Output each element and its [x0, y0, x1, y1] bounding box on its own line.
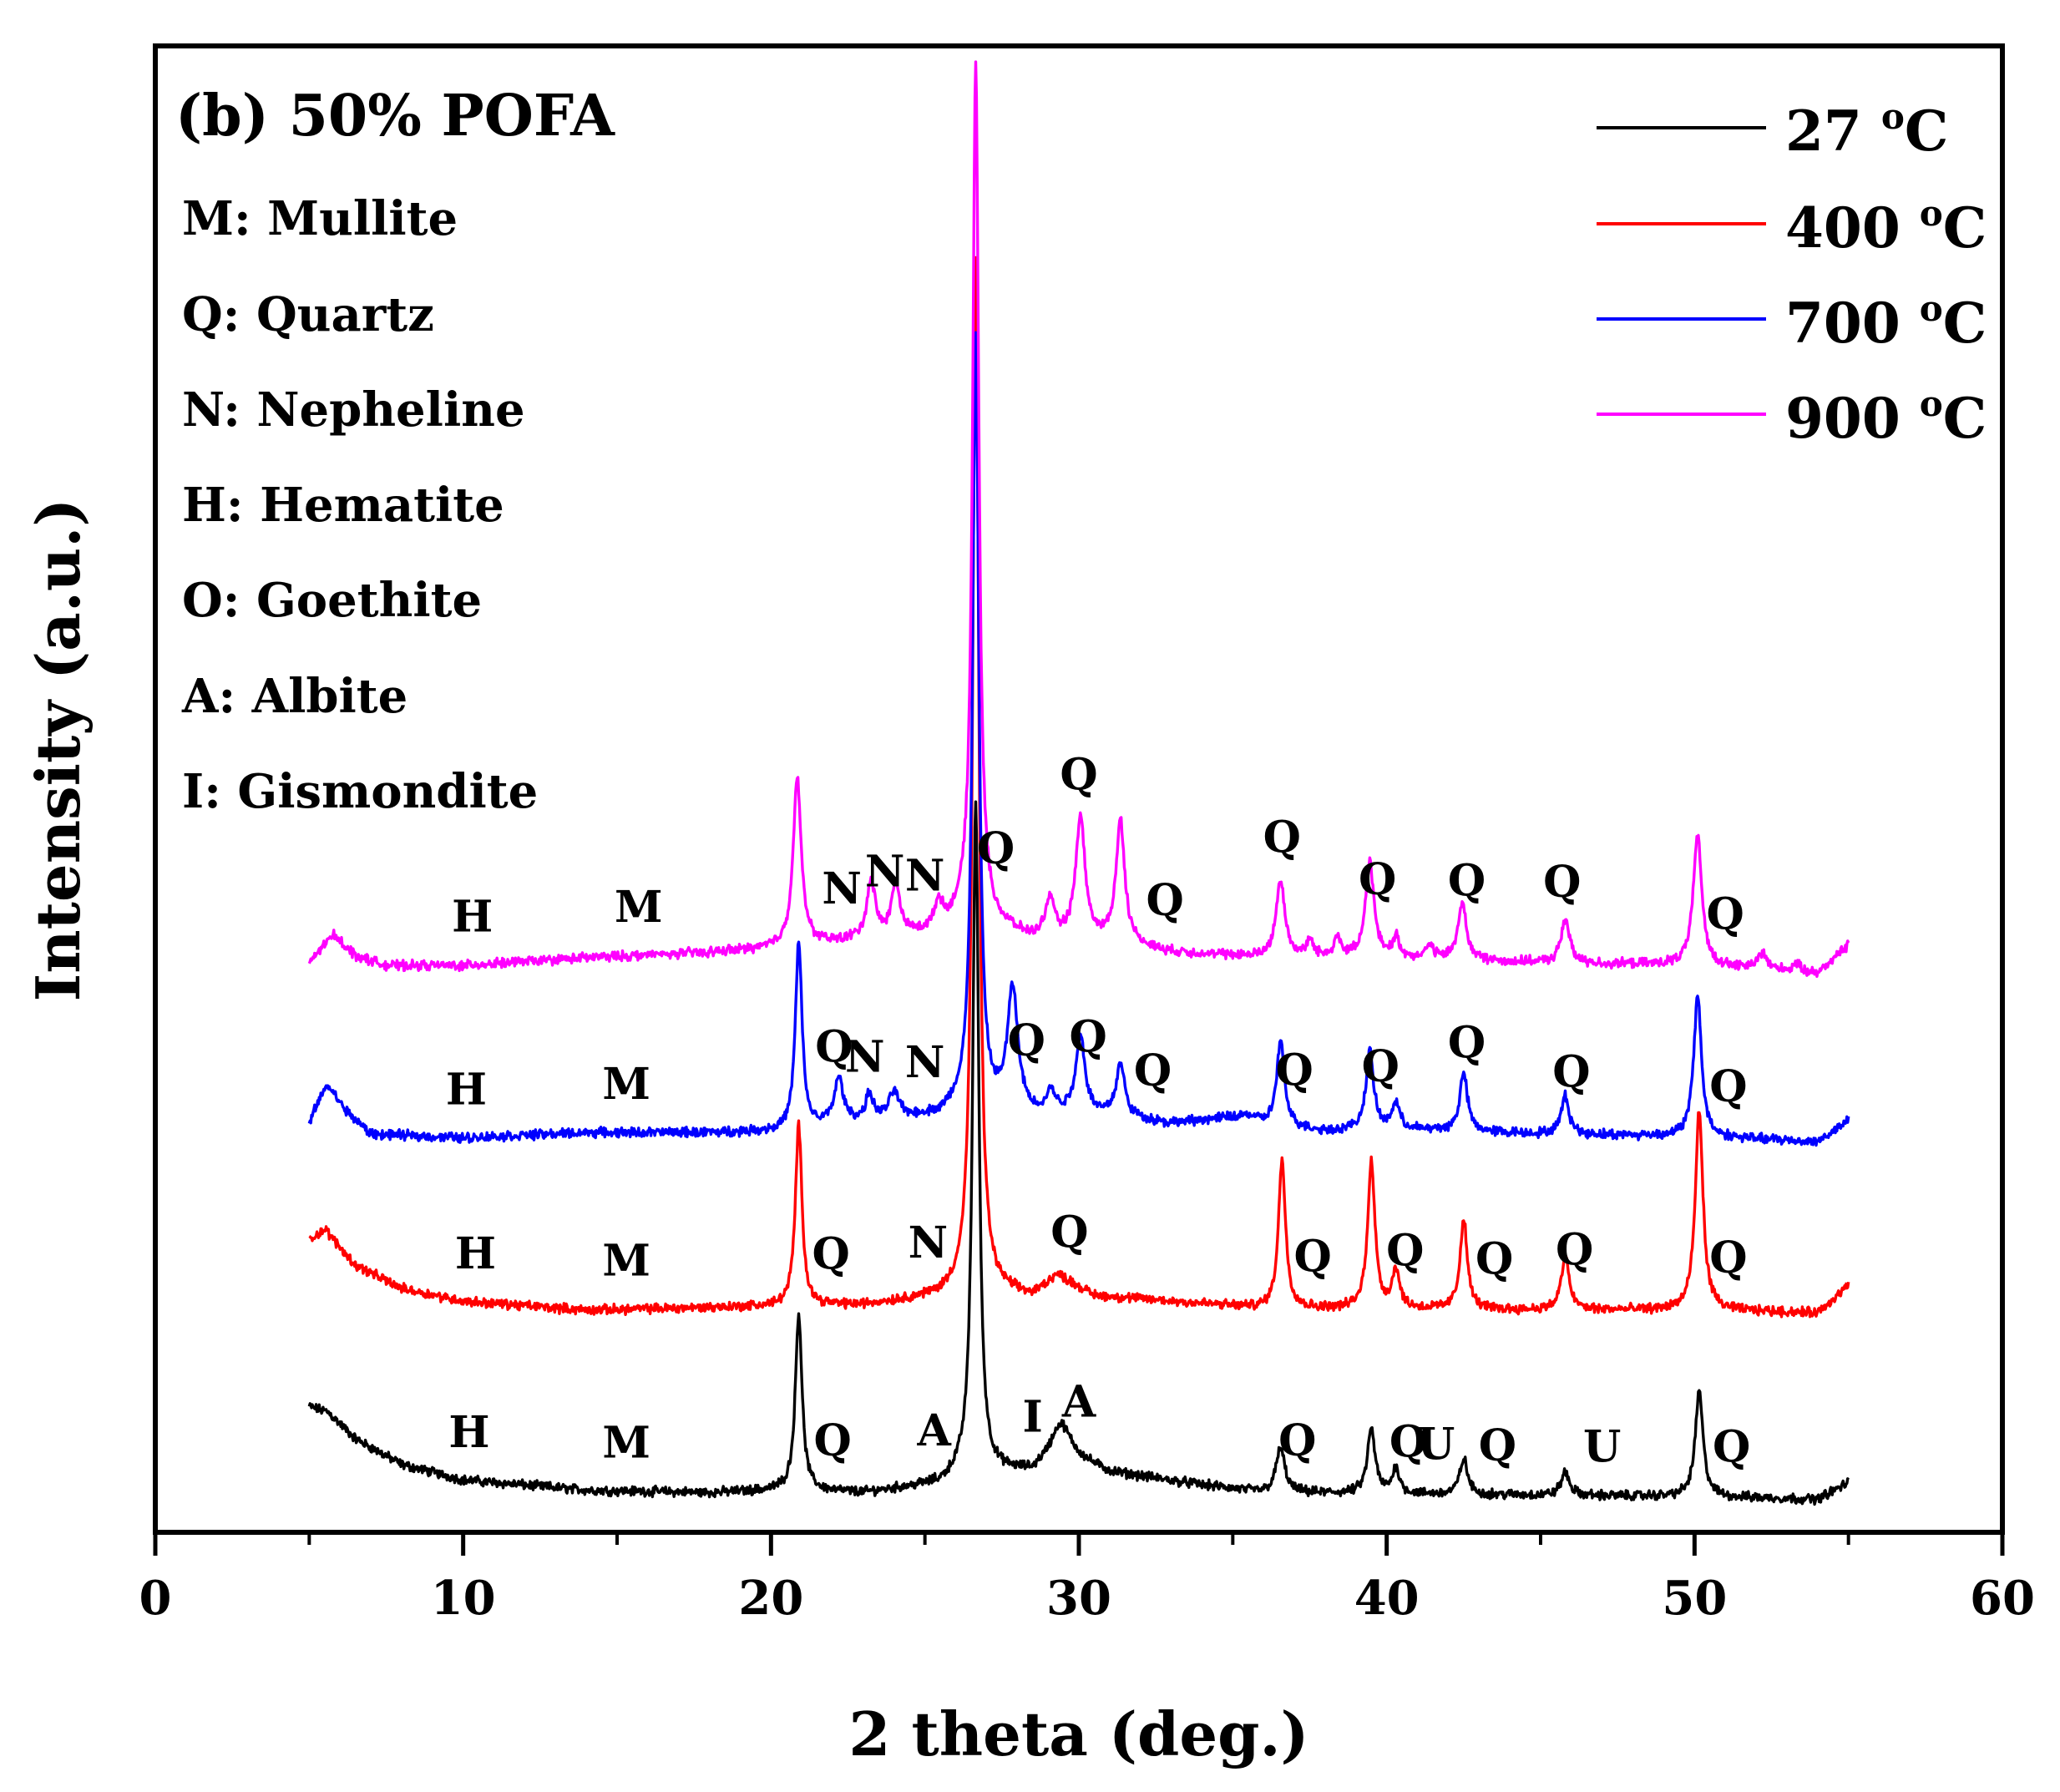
peak-label: Q — [1448, 855, 1486, 906]
peak-label: I — [1023, 1391, 1043, 1442]
phase-key-item: Q: Quartz — [182, 287, 434, 342]
series-line-900c — [307, 60, 1850, 979]
peak-label: H — [455, 1228, 496, 1279]
series-line-700c — [307, 331, 1850, 1147]
peak-label: M — [602, 1417, 650, 1468]
peak-label: Q — [1008, 1015, 1045, 1066]
peak-label: U — [1417, 1420, 1455, 1471]
peak-label: Q — [1359, 854, 1396, 905]
peak-label: Q — [815, 1022, 853, 1073]
peak-label: Q — [1386, 1226, 1424, 1277]
peak-label: Q — [1475, 1234, 1513, 1285]
x-tick-label: 0 — [139, 1571, 172, 1626]
phase-key-item: M: Mullite — [182, 191, 458, 246]
peak-label: N — [905, 1037, 945, 1088]
legend-label-700c: 700 oC — [1785, 288, 1987, 356]
peak-label: Q — [1389, 1416, 1427, 1467]
peak-label: Q — [1448, 1017, 1486, 1068]
peak-label: U — [1583, 1422, 1621, 1473]
peak-label: Q — [1713, 1422, 1750, 1473]
peak-label: H — [452, 891, 493, 942]
series-line-27c — [307, 800, 1850, 1506]
legend-label-27c: 27 oC — [1785, 96, 1948, 164]
x-tick-label: 30 — [1046, 1571, 1111, 1626]
peak-label: A — [1061, 1377, 1096, 1428]
peak-label: N — [822, 863, 862, 914]
peak-label: Q — [1294, 1232, 1332, 1283]
phase-key: M: Mullite Q: Quartz N: Nepheline H: Hem… — [181, 191, 538, 819]
panel-title: (b) 50% POFA — [175, 83, 615, 149]
peak-label: Q — [1263, 812, 1301, 863]
legend-label-400c: 400 oC — [1785, 193, 1987, 261]
peak-label: Q — [1552, 1047, 1590, 1098]
peak-label: Q — [812, 1228, 850, 1279]
peak-label: Q — [1709, 1061, 1747, 1112]
peak-label: H — [448, 1407, 489, 1458]
peak-label: Q — [1556, 1225, 1593, 1276]
phase-key-item: H: Hematite — [182, 478, 504, 533]
peak-label: Q — [1146, 875, 1184, 926]
peak-label: Q — [1069, 1012, 1106, 1063]
peak-label: Q — [1362, 1041, 1399, 1092]
peak-label: M — [615, 882, 663, 933]
y-axis-title: Intensity (a.u.) — [23, 499, 94, 1002]
peak-label: N — [909, 1217, 949, 1268]
x-axis: 0 10 20 30 40 50 60 — [139, 1532, 2035, 1626]
phase-key-item: I: Gismondite — [182, 764, 538, 819]
x-tick-label: 50 — [1662, 1571, 1727, 1626]
peak-label: Q — [1275, 1045, 1313, 1096]
x-axis-title: 2 theta (deg.) — [848, 1698, 1308, 1769]
peak-label: Q — [1707, 889, 1744, 940]
x-tick-label: 60 — [1970, 1571, 2035, 1626]
peak-label: Q — [1134, 1045, 1172, 1096]
peak-label: A — [917, 1405, 952, 1456]
x-tick-label: 20 — [738, 1571, 803, 1626]
legend: 27 oC 400 oC 700 oC 900 oC — [1597, 96, 1987, 451]
peak-label: Q — [813, 1415, 851, 1466]
x-tick-label: 40 — [1354, 1571, 1420, 1626]
legend-label-900c: 900 oC — [1785, 383, 1987, 451]
peak-label: N — [845, 1032, 885, 1083]
peak-label: Q — [1278, 1415, 1316, 1466]
phase-key-item: N: Nepheline — [182, 382, 525, 438]
peak-label: M — [602, 1236, 650, 1287]
peak-label: N — [905, 850, 945, 901]
peak-label: Q — [977, 823, 1015, 874]
peak-label: Q — [1479, 1420, 1516, 1471]
peak-label: Q — [1709, 1233, 1747, 1283]
phase-key-item: O: Goethite — [182, 573, 482, 628]
peak-label: Q — [1050, 1207, 1088, 1258]
peak-label: Q — [1060, 749, 1097, 800]
peak-labels: H M Q A I AQ QU Q U QH M Q N Q Q Q Q Q QH MQN N Q QQ Q Q QQ QH M N N N… — [446, 749, 1750, 1472]
peak-label: M — [602, 1059, 650, 1110]
series-traces — [307, 60, 1850, 1506]
peak-label: Q — [1543, 857, 1581, 908]
peak-label: H — [446, 1064, 487, 1115]
phase-key-item: A: Albite — [181, 669, 407, 724]
x-tick-label: 10 — [431, 1571, 496, 1626]
peak-label: N — [865, 847, 905, 898]
series-line-400c — [308, 256, 1850, 1319]
